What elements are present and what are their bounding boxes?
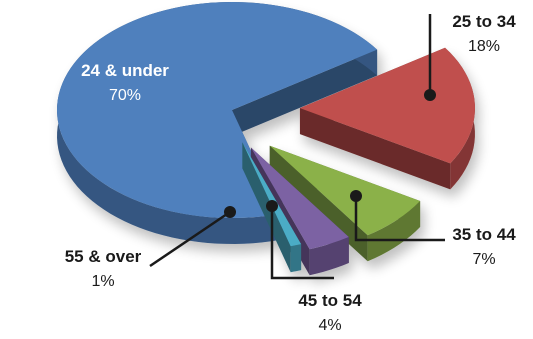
leader-dot-1 [424, 89, 436, 101]
slice-label-3: 45 to 54 [298, 291, 362, 310]
leader-line-3 [270, 206, 334, 280]
leader-line-4 [149, 210, 231, 268]
slice-value-0: 70% [109, 87, 141, 104]
slice-label-0: 24 & under [81, 61, 169, 80]
leader-line-2 [354, 196, 445, 242]
slice-value-3: 4% [318, 317, 341, 334]
leader-dot-3 [266, 200, 278, 212]
slice-value-4: 1% [91, 273, 114, 290]
slice-value-2: 7% [472, 251, 495, 268]
slice-label-4: 55 & over [65, 247, 142, 266]
leader-dot-2 [350, 190, 362, 202]
slice-value-1: 18% [468, 38, 500, 55]
leader-dot-4 [224, 206, 236, 218]
slice-label-1: 25 to 34 [452, 12, 516, 31]
slice-label-2: 35 to 44 [452, 225, 516, 244]
